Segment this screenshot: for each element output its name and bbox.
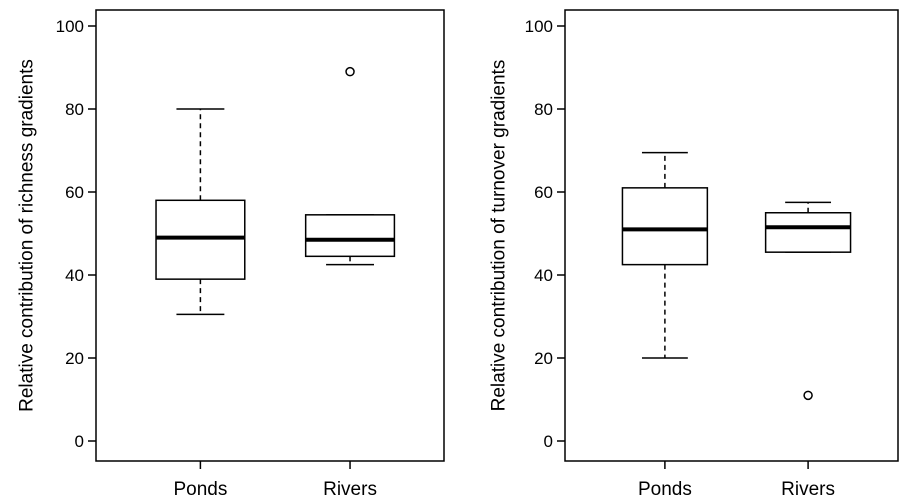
y-axis-label: Relative contribution of richness gradie… bbox=[17, 59, 38, 412]
outlier-point bbox=[345, 66, 355, 77]
y-tick-label: 40 bbox=[534, 266, 553, 285]
y-tick-label: 80 bbox=[534, 100, 553, 119]
box-ponds bbox=[155, 108, 246, 316]
x-category-label: Rivers bbox=[323, 479, 377, 498]
y-tick-label: 0 bbox=[544, 432, 553, 451]
y-tick-label: 40 bbox=[65, 266, 84, 285]
turnover-panel: 0 20 40 60 80 100 Relative contribution of tur… bbox=[489, 9, 899, 498]
plot-frame bbox=[564, 9, 899, 462]
y-tick-label: 100 bbox=[525, 17, 553, 36]
plot-frame bbox=[95, 9, 445, 462]
box-rivers bbox=[764, 201, 852, 401]
richness-panel: 0 20 40 60 80 100 Relative contribution of ric… bbox=[17, 9, 445, 498]
outlier-point bbox=[803, 390, 813, 401]
box-ponds bbox=[621, 151, 709, 359]
iqr-box bbox=[621, 187, 709, 266]
y-tick-label: 100 bbox=[56, 17, 84, 36]
iqr-box bbox=[304, 214, 396, 258]
y-tick-label: 20 bbox=[65, 349, 84, 368]
y-tick-label: 60 bbox=[534, 183, 553, 202]
y-tick-label: 80 bbox=[65, 100, 84, 119]
y-axis-label: Relative contribution of turnover gradie… bbox=[489, 60, 510, 412]
y-tick-label: 20 bbox=[534, 349, 553, 368]
y-tick-label: 60 bbox=[65, 183, 84, 202]
x-category-label: Ponds bbox=[638, 479, 692, 498]
x-category-label: Ponds bbox=[173, 479, 227, 498]
iqr-box bbox=[764, 212, 852, 253]
x-category-label: Rivers bbox=[781, 479, 835, 498]
box-rivers bbox=[304, 66, 396, 266]
iqr-box bbox=[155, 199, 246, 280]
y-tick-label: 0 bbox=[75, 432, 84, 451]
